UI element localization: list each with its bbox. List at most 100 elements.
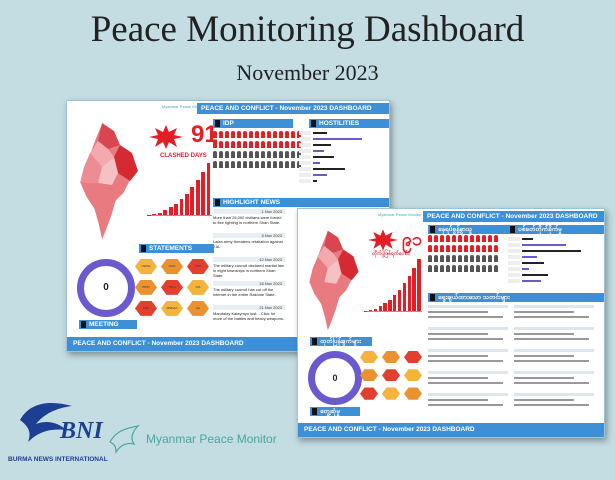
- news-item[interactable]: [428, 305, 508, 308]
- news-text-line: [514, 333, 574, 335]
- hostility-bar: [313, 144, 331, 146]
- person-icon: [470, 265, 474, 272]
- news-item[interactable]: [428, 349, 508, 352]
- statement-hex[interactable]: [404, 369, 422, 382]
- statement-hex[interactable]: [360, 387, 378, 400]
- person-icon: [428, 235, 432, 242]
- person-icon: [464, 255, 468, 262]
- person-icon: [494, 235, 498, 242]
- news-item[interactable]: Laiza army threatens retaliation against…: [213, 239, 283, 249]
- news-text-line: [514, 338, 589, 340]
- news-item[interactable]: The military council declared martial la…: [213, 263, 284, 278]
- explosion-icon: [368, 229, 398, 251]
- statement-hex[interactable]: KIA: [187, 279, 209, 295]
- statement-hex[interactable]: PPST: [135, 279, 157, 295]
- news-text-line: [428, 404, 503, 406]
- person-icon: [231, 161, 235, 168]
- news-text-line: [514, 399, 574, 401]
- person-icon: [273, 141, 277, 148]
- statement-hex[interactable]: [382, 369, 400, 382]
- hostility-row-label: [508, 273, 520, 277]
- news-item[interactable]: [428, 393, 508, 396]
- hostility-bar: [522, 256, 537, 258]
- statement-hex[interactable]: [404, 387, 422, 400]
- clash-bar: [168, 207, 173, 215]
- news-item[interactable]: [428, 371, 508, 374]
- statement-hex[interactable]: CSO: [187, 259, 209, 274]
- statement-hex[interactable]: MNDAA: [161, 300, 183, 316]
- person-icon: [249, 161, 253, 168]
- hostility-bar: [522, 244, 567, 246]
- person-icon: [470, 245, 474, 252]
- clashed-days-label: CLASHED DAYS: [160, 153, 207, 159]
- idp-people-grid: [428, 235, 503, 275]
- clash-bar: [378, 306, 382, 311]
- statement-hex[interactable]: [382, 387, 400, 400]
- person-icon: [237, 151, 241, 158]
- statement-hex[interactable]: NUG: [161, 259, 183, 274]
- statements-section-title: ထုတ်ပြန်ချက်များ: [310, 337, 372, 346]
- mpm-small-logo: Myanmar Peace Monitor: [378, 212, 422, 217]
- news-item[interactable]: [514, 305, 594, 308]
- person-icon: [237, 131, 241, 138]
- person-icon: [452, 245, 456, 252]
- hostility-row-label: [299, 173, 311, 177]
- highlight-news-list: [428, 305, 598, 417]
- news-item[interactable]: Mandalay Kalaymyo lost... Click for more…: [213, 311, 284, 321]
- person-icon: [225, 131, 229, 138]
- news-item[interactable]: [514, 371, 594, 374]
- clash-bar: [163, 210, 168, 215]
- statement-hex[interactable]: [382, 351, 400, 364]
- news-item[interactable]: [514, 327, 594, 330]
- statement-hex[interactable]: AA: [187, 300, 209, 316]
- statements-hex-grid: UWSA NUG CSO PPST TNLA KIA KNU MNDAA AA: [135, 259, 215, 321]
- person-icon: [297, 151, 301, 158]
- news-date: 1 Nov 2023: [213, 209, 285, 214]
- news-item[interactable]: [514, 393, 594, 396]
- clash-bar: [201, 172, 206, 215]
- dashboard-header: PEACE AND CONFLICT - November 2023 DASHB…: [423, 211, 604, 222]
- person-icon: [458, 235, 462, 242]
- statement-hex[interactable]: [360, 369, 378, 382]
- person-icon: [440, 265, 444, 272]
- person-icon: [452, 255, 456, 262]
- person-icon: [285, 141, 289, 148]
- hostility-bar: [522, 274, 548, 276]
- clash-bar: [190, 187, 195, 215]
- person-icon: [452, 235, 456, 242]
- person-icon: [470, 255, 474, 262]
- news-item[interactable]: More than 26,000 civilians were forced t…: [213, 215, 282, 225]
- person-icon: [440, 235, 444, 242]
- news-text-line: [428, 399, 488, 401]
- hostility-row-label: [508, 243, 520, 247]
- person-icon: [482, 235, 486, 242]
- hostility-row-label: [299, 137, 311, 141]
- clash-bar-chart: [364, 259, 422, 312]
- person-icon: [428, 245, 432, 252]
- person-icon: [255, 131, 259, 138]
- clash-bar: [152, 214, 157, 215]
- news-item[interactable]: [514, 349, 594, 352]
- statement-hex[interactable]: UWSA: [135, 259, 157, 274]
- hostilities-chart: [508, 237, 598, 291]
- person-icon: [488, 235, 492, 242]
- person-icon: [243, 131, 247, 138]
- news-item[interactable]: The military council has cut off the int…: [213, 287, 276, 297]
- dove-icon: [109, 425, 140, 454]
- news-item[interactable]: [428, 327, 508, 330]
- hostility-row-label: [508, 249, 520, 253]
- statement-hex[interactable]: KNU: [135, 300, 157, 316]
- statement-hex[interactable]: TNLA: [161, 279, 183, 295]
- news-date: 4 Nov 2023: [213, 233, 285, 238]
- person-icon: [452, 265, 456, 272]
- meeting-section-title: MEETING: [79, 320, 137, 329]
- news-text-line: [514, 355, 574, 357]
- person-icon: [482, 255, 486, 262]
- statement-hex[interactable]: [360, 351, 378, 364]
- card-header: Myanmar Peace Monitor PEACE AND CONFLICT…: [67, 101, 389, 115]
- person-icon: [458, 265, 462, 272]
- statement-hex[interactable]: [404, 351, 422, 364]
- news-text-line: [428, 311, 488, 313]
- person-icon: [219, 131, 223, 138]
- news-text-line: [428, 377, 488, 379]
